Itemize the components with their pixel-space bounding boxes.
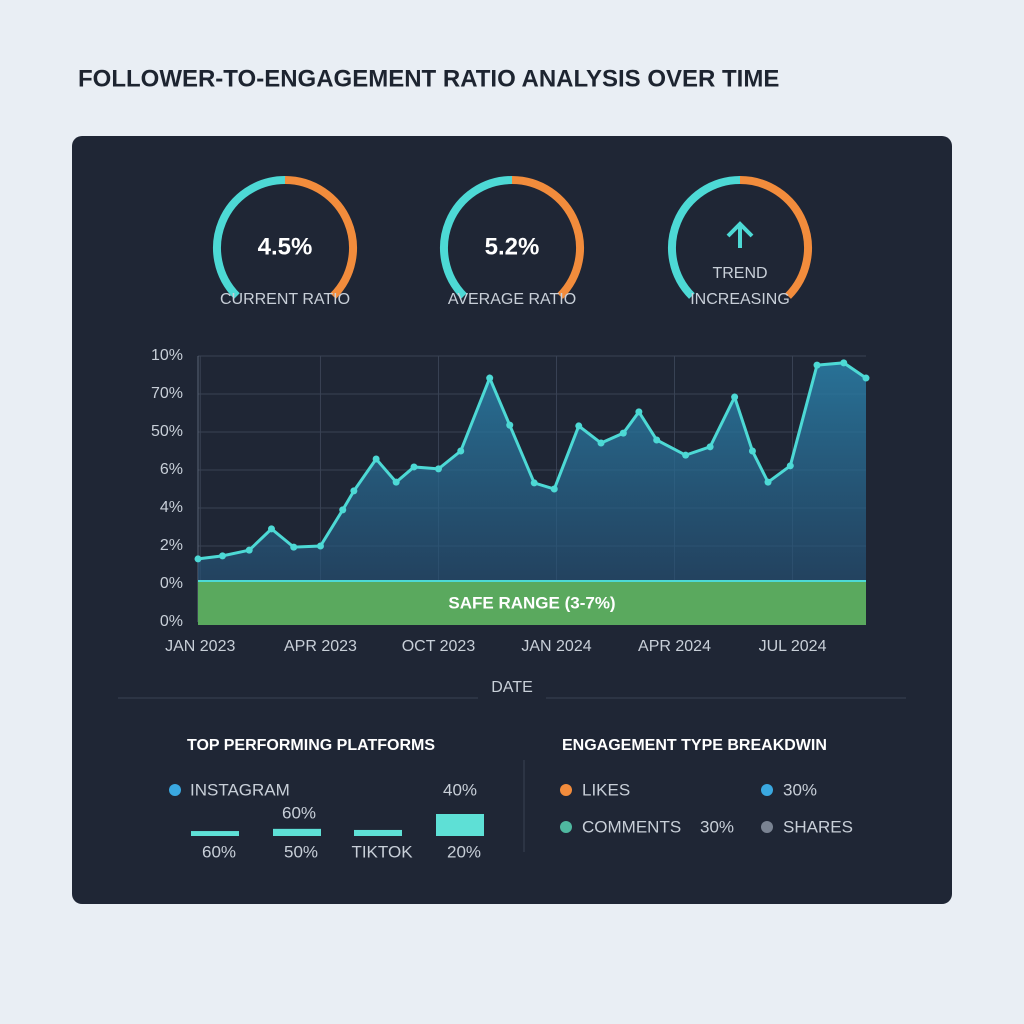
point bbox=[506, 421, 514, 429]
point bbox=[840, 359, 848, 367]
point bbox=[267, 525, 275, 533]
gauge-value: TREND bbox=[712, 265, 767, 282]
x-tick-label: APR 2023 bbox=[284, 638, 357, 655]
page-title: FOLLOWER-TO-ENGAGEMENT RATIO ANALYSIS OV… bbox=[78, 65, 779, 92]
point bbox=[350, 487, 358, 495]
x-tick-label: TIKTOK bbox=[351, 842, 413, 861]
bar bbox=[354, 829, 402, 836]
point bbox=[731, 393, 739, 401]
annotation: SAFE RANGE (3-7%) bbox=[448, 593, 615, 612]
x-tick-label: OCT 2023 bbox=[402, 638, 476, 655]
gauge-arc bbox=[511, 176, 584, 299]
x-tick-label: 50% bbox=[284, 842, 318, 861]
point bbox=[339, 506, 347, 514]
gauge-arc bbox=[739, 176, 812, 299]
point bbox=[682, 451, 690, 459]
point bbox=[290, 543, 298, 551]
legend-label: SHARES bbox=[783, 817, 853, 836]
legend-label: LIKES bbox=[582, 780, 630, 799]
line-chart: 10% 70% 50% 6% 4% 2% 0% 0% JAN 2023 APR 2023 OCT 2… bbox=[151, 347, 870, 696]
gauge-arc bbox=[284, 176, 357, 299]
y-tick-label: 10% bbox=[151, 347, 183, 364]
value-label: 40% bbox=[443, 780, 477, 799]
legend-dot bbox=[169, 784, 181, 796]
y-tick-label: 70% bbox=[151, 385, 183, 402]
bar bbox=[273, 828, 321, 836]
gauge-label: CURRENT RATIO bbox=[220, 291, 350, 308]
legend-label: 30% bbox=[783, 780, 817, 799]
legend-dot bbox=[761, 821, 773, 833]
engagement-legend: LIKES 30% COMMENTS SHARES bbox=[560, 780, 853, 836]
engagement-note: 30% bbox=[700, 817, 734, 836]
point bbox=[372, 455, 380, 463]
x-tick-label: JAN 2024 bbox=[521, 638, 591, 655]
point bbox=[410, 463, 418, 471]
gauge-arc bbox=[440, 176, 513, 299]
y-tick-label: 2% bbox=[160, 537, 183, 554]
safe-range-band bbox=[198, 581, 866, 625]
y-tick-label: 4% bbox=[160, 499, 183, 516]
point bbox=[706, 443, 714, 451]
legend-dot bbox=[560, 784, 572, 796]
point bbox=[748, 447, 756, 455]
section-title: ENGAGEMENT TYPE BREAKDWIN bbox=[562, 737, 827, 754]
point bbox=[550, 485, 558, 493]
gauge-arc bbox=[213, 176, 286, 299]
x-tick-label: 20% bbox=[447, 842, 481, 861]
point bbox=[245, 546, 253, 554]
y-tick-label: 6% bbox=[160, 461, 183, 478]
point bbox=[486, 374, 494, 382]
point bbox=[862, 374, 870, 382]
point bbox=[764, 478, 772, 486]
x-tick-label: APR 2024 bbox=[638, 638, 711, 655]
gauge-value: 4.5% bbox=[258, 233, 313, 260]
y-tick-label: 0% bbox=[160, 613, 183, 630]
point bbox=[653, 436, 661, 444]
bar bbox=[191, 831, 239, 836]
section-title: TOP PERFORMING PLATFORMS bbox=[187, 737, 435, 754]
gauge-label: INCREASING bbox=[690, 291, 790, 308]
point bbox=[635, 408, 643, 416]
point bbox=[597, 439, 605, 447]
point bbox=[457, 447, 465, 455]
x-tick-label: JUL 2024 bbox=[759, 638, 827, 655]
gauge-value: 5.2% bbox=[485, 233, 540, 260]
trend-arrow bbox=[726, 221, 754, 248]
point bbox=[218, 552, 226, 560]
point bbox=[813, 361, 821, 369]
x-tick-label: JAN 2023 bbox=[165, 638, 235, 655]
legend-dot bbox=[560, 821, 572, 833]
point bbox=[434, 465, 442, 473]
point bbox=[316, 542, 324, 550]
gauge-arc bbox=[668, 176, 741, 299]
point bbox=[619, 429, 627, 437]
bar-chart: TOP PERFORMING PLATFORMS INSTAGRAM 60% 50% T… bbox=[169, 737, 484, 861]
point bbox=[786, 462, 794, 470]
x-tick-label: 60% bbox=[202, 842, 236, 861]
point bbox=[575, 422, 583, 430]
gauge-label: AVERAGE RATIO bbox=[448, 291, 576, 308]
y-tick-label: 50% bbox=[151, 423, 183, 440]
x-axis-label: DATE bbox=[491, 679, 532, 696]
y-tick-label: 0% bbox=[160, 575, 183, 592]
legend-label: INSTAGRAM bbox=[190, 780, 290, 799]
point bbox=[194, 555, 202, 563]
area bbox=[198, 362, 866, 622]
point bbox=[392, 478, 400, 486]
bar bbox=[436, 814, 484, 836]
annotation: 60% bbox=[282, 803, 316, 822]
point bbox=[530, 479, 538, 487]
legend-dot bbox=[761, 784, 773, 796]
gauges: 4.5% CURRENT RATIO 5.2% AVERAGE RATIO TREND I… bbox=[213, 176, 812, 308]
legend-label: COMMENTS bbox=[582, 817, 681, 836]
